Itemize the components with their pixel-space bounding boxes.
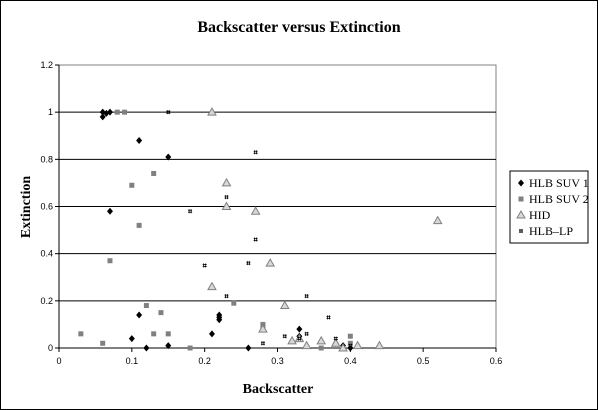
series-2-point-10: [151, 331, 157, 337]
series-3-point-11: [301, 340, 312, 350]
series-2-point-13: [187, 345, 193, 351]
series-2-point-17: [318, 345, 324, 351]
x-tick-label-6: 0.6: [490, 356, 503, 366]
series-3-point-3: [221, 201, 232, 210]
series-2-point-11: [158, 310, 164, 316]
series-4-point-9: [304, 294, 309, 299]
series-1-point-10: [143, 344, 150, 352]
legend-marker-2: [518, 196, 524, 202]
series-2-point-1: [114, 109, 120, 115]
x-tick-label-4: 0.4: [344, 356, 357, 366]
y-axis-title: Extinction: [19, 176, 34, 238]
series-1-point-8: [128, 335, 135, 343]
x-tick-label-1: 0.1: [126, 356, 139, 366]
series-2-point-8: [100, 340, 106, 346]
series-2-point-5: [136, 222, 142, 228]
series-2-point-9: [143, 303, 149, 309]
series-4-point-16: [348, 343, 353, 348]
series-4-point-3: [224, 195, 229, 200]
series-1-point-6: [165, 153, 172, 161]
series-4-point-4: [188, 209, 193, 214]
series-1-point-16: [245, 344, 252, 352]
legend: HLB SUV 1 HLB SUV 2 HID HLB–LP: [509, 170, 589, 244]
series-2-point-7: [78, 331, 84, 337]
gridlines: [59, 111, 496, 302]
series-3-point-8: [258, 324, 268, 333]
y-tick-label-0: 0: [48, 343, 53, 353]
legend-marker-3: [516, 209, 526, 219]
y-tick-label-4: 0.8: [40, 154, 53, 164]
series-2-point-12: [165, 331, 171, 337]
series-3-point-12: [316, 335, 327, 345]
series-4-point-14: [297, 336, 302, 341]
series-3-point-2: [221, 177, 232, 187]
series-3-point-6: [207, 281, 217, 291]
x-tick-label-3: 0.3: [271, 356, 284, 366]
series-4-point-11: [282, 334, 287, 339]
y-tick-label-5: 1: [48, 107, 53, 117]
series-3: [207, 107, 443, 352]
series-1-point-12: [208, 330, 215, 338]
legend-label-4: HLB–LP: [529, 224, 573, 238]
x-tick-label-5: 0.5: [417, 356, 430, 366]
series-3-point-15: [352, 340, 363, 350]
series-2-point-2: [122, 109, 128, 115]
series-1-point-15: [216, 311, 223, 319]
series-3-point-4: [250, 206, 261, 215]
legend-label-3: HID: [529, 208, 551, 222]
series-2-point-14: [231, 300, 237, 306]
series-4-point-8: [224, 294, 229, 299]
tick-labels: 0 0.2 0.4 0.6 0.8 1 1.2 0 0.1 0.2 0.3 0.4 0.5 0.6: [40, 60, 502, 366]
series-1-point-4: [106, 108, 113, 116]
series-3-point-14: [338, 342, 348, 352]
series-1-point-11: [165, 342, 172, 350]
series-3-point-16: [374, 340, 385, 350]
series-1-point-1: [99, 113, 106, 121]
y-tick-label-3: 0.6: [40, 202, 53, 212]
series-2-point-4: [151, 170, 157, 176]
series-3-point-13: [330, 338, 341, 347]
series-3-point-1: [207, 107, 217, 116]
series-1-point-9: [136, 311, 143, 319]
series-4-point-7: [246, 261, 251, 266]
series-4-point-1: [166, 110, 171, 115]
data-points: [78, 107, 443, 352]
y-tick-label-2: 0.4: [40, 249, 53, 259]
x-tick-label-0: 0: [56, 356, 61, 366]
series-1-point-7: [106, 207, 113, 215]
series-1-point-5: [136, 136, 143, 144]
x-tick-label-2: 0.2: [198, 356, 211, 366]
series-2-point-3: [129, 182, 135, 188]
series-4: [166, 110, 353, 348]
series-2-point-18: [347, 333, 353, 339]
series-2-point-19: [347, 340, 353, 346]
series-2-point-6: [107, 258, 113, 264]
series-4-point-5: [253, 237, 258, 242]
y-tick-label-1: 0.2: [40, 296, 53, 306]
series-4-point-2: [253, 150, 258, 155]
series-4-point-6: [202, 263, 207, 268]
series-4-point-10: [326, 315, 331, 320]
legend-label-2: HLB SUV 2: [529, 192, 589, 206]
series-4-point-12: [304, 331, 309, 336]
legend-label-1: HLB SUV 1: [529, 176, 589, 190]
y-tick-label-6: 1.2: [40, 60, 53, 70]
series-1-point-17: [296, 325, 303, 333]
series-3-point-7: [279, 300, 290, 310]
chart-title: Backscatter versus Extinction: [197, 19, 400, 36]
legend-marker-4: [519, 229, 523, 233]
series-4-point-13: [260, 341, 265, 346]
legend-marker-1: [518, 179, 524, 187]
x-axis-title: Backscatter: [243, 382, 314, 397]
series-3-point-9: [287, 335, 297, 345]
series-3-point-17: [432, 215, 443, 225]
series-4-point-15: [333, 336, 338, 341]
series-3-point-5: [265, 258, 276, 267]
